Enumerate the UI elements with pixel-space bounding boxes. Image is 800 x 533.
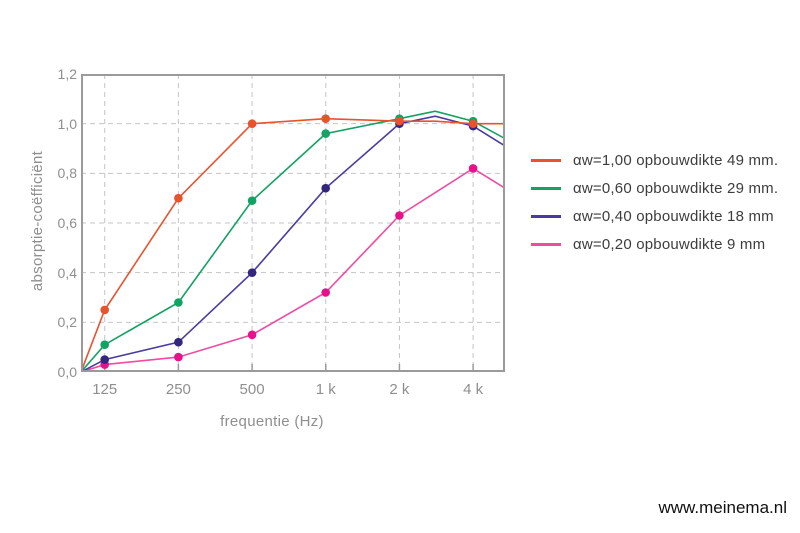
legend-swatch (531, 242, 561, 246)
x-axis-title: frequentie (Hz) (220, 413, 324, 430)
data-point-aw020 (395, 211, 404, 220)
legend-label: αw=0,40 opbouwdikte 18 mm (573, 207, 774, 225)
data-point-aw100 (321, 114, 330, 123)
y-tick-label: 0,4 (57, 264, 77, 281)
x-tick-label: 4 k (463, 381, 484, 398)
legend-swatch (531, 186, 561, 190)
data-point-aw100 (468, 119, 478, 128)
series-markers (100, 114, 478, 369)
y-tick-label: 1,0 (57, 115, 77, 132)
data-point-aw060 (321, 129, 330, 138)
data-point-aw100 (247, 119, 257, 128)
x-tick-label: 2 k (389, 381, 410, 398)
data-point-aw060 (100, 340, 109, 350)
x-tick-label: 250 (165, 381, 191, 398)
legend-label: αw=0,60 opbouwdikte 29 mm. (573, 179, 779, 197)
series-line-aw100 (80, 117, 505, 373)
data-point-aw060 (247, 196, 257, 205)
series-line-aw020 (80, 167, 506, 373)
data-point-aw020 (174, 352, 183, 362)
x-tick-label: 1 k (315, 381, 336, 398)
data-point-aw020 (468, 164, 478, 173)
data-point-aw100 (395, 116, 404, 126)
y-tick-label: 1,2 (57, 66, 77, 82)
data-point-aw100 (100, 305, 109, 315)
x-tick-label: 125 (92, 381, 118, 398)
plot-area (80, 74, 506, 373)
chart-legend: αw=1,00 opbouwdikte 49 mm. αw=0,60 opbouw… (531, 146, 778, 258)
data-point-aw040 (100, 355, 109, 364)
data-point-aw040 (321, 183, 330, 193)
legend-item: αw=0,60 opbouwdikte 29 mm. (531, 174, 778, 202)
plot-border (81, 74, 505, 372)
data-point-aw060 (174, 298, 183, 307)
x-tick-label: 500 (239, 381, 265, 398)
y-tick-label: 0,6 (57, 215, 77, 231)
y-tick-label: 0,0 (57, 364, 77, 380)
watermark: www.meinema.nl (658, 498, 788, 517)
series-lines (80, 110, 506, 373)
data-point-aw100 (174, 193, 183, 203)
x-axis-tick-marks (103, 364, 474, 370)
legend-label: αw=0,20 opbouwdikte 9 mm (573, 235, 766, 253)
legend-item: αw=1,00 opbouwdikte 49 mm. (531, 146, 778, 174)
legend-item: αw=0,20 opbouwdikte 9 mm (531, 230, 778, 258)
y-tick-label: 0,2 (57, 314, 77, 331)
legend-label: αw=1,00 opbouwdikte 49 mm. (573, 151, 779, 169)
gridlines (81, 74, 505, 372)
absorption-chart-plot (80, 74, 506, 373)
data-point-aw040 (247, 268, 257, 277)
series-line-aw040 (80, 115, 506, 373)
data-point-aw020 (321, 288, 330, 297)
data-point-aw020 (247, 330, 257, 340)
legend-item: αw=0,40 opbouwdikte 18 mm (531, 202, 778, 230)
y-tick-label: 0,8 (57, 165, 77, 182)
data-point-aw040 (174, 337, 183, 347)
series-line-aw060 (80, 110, 506, 373)
legend-swatch (531, 214, 561, 218)
legend-swatch (531, 158, 561, 162)
